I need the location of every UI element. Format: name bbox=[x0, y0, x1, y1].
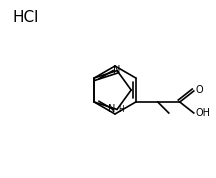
Text: N: N bbox=[113, 65, 121, 75]
Text: OH: OH bbox=[196, 108, 211, 118]
Text: H: H bbox=[118, 105, 124, 114]
Text: O: O bbox=[196, 85, 203, 95]
Text: HCl: HCl bbox=[12, 10, 38, 25]
Text: N: N bbox=[108, 104, 115, 114]
